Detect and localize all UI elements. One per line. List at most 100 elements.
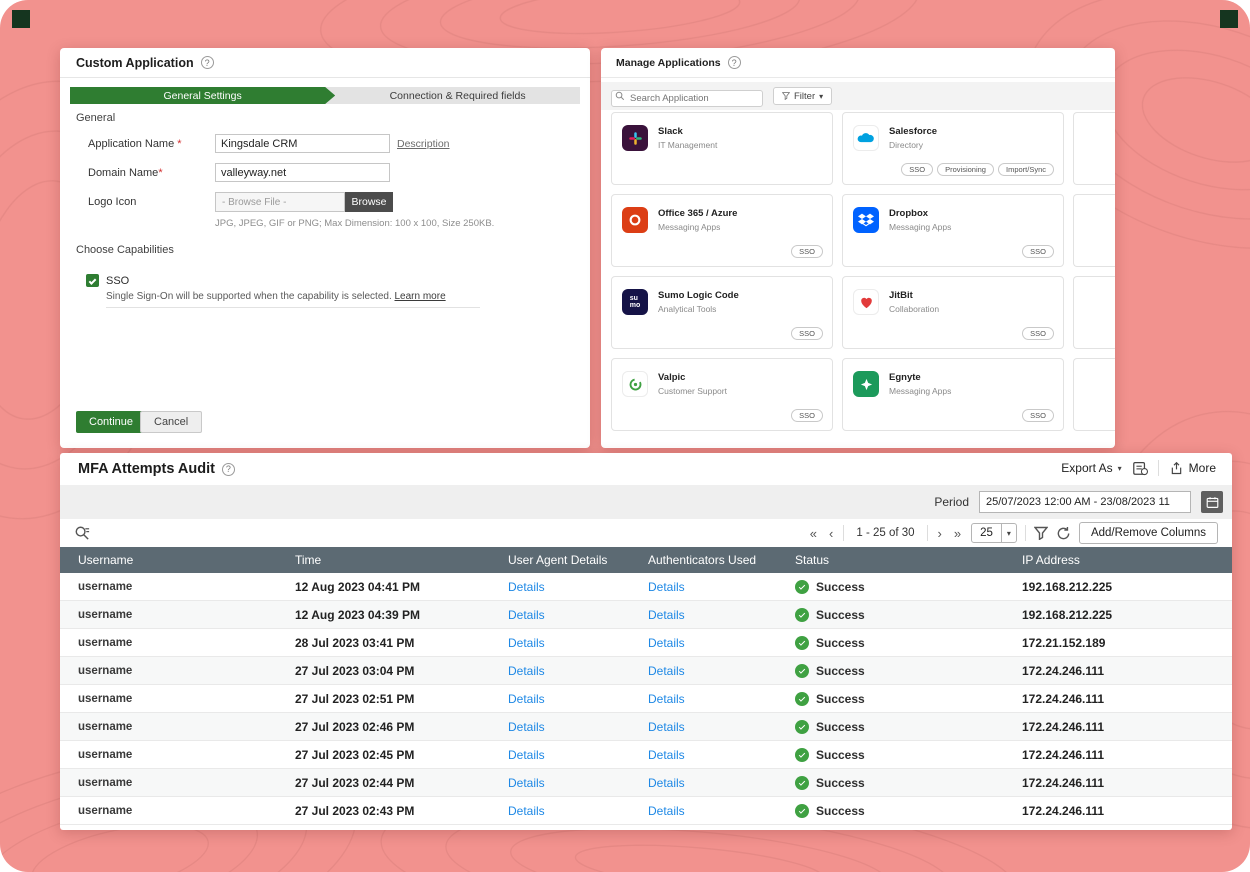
ip-cell: 172.24.246.111 xyxy=(1022,747,1105,762)
ip-cell: 172.24.246.111 xyxy=(1022,691,1105,706)
period-bar: Period xyxy=(60,485,1232,519)
continue-button[interactable]: Continue xyxy=(76,411,147,433)
tab-general-settings[interactable]: General Settings xyxy=(70,87,335,104)
divider xyxy=(1157,460,1159,476)
app-card-egnyte[interactable]: Egnyte Messaging Apps SSO xyxy=(842,358,1064,431)
col-user-agent[interactable]: User Agent Details xyxy=(508,553,608,567)
col-time[interactable]: Time xyxy=(295,553,322,567)
prev-page-icon[interactable]: ‹ xyxy=(829,525,834,541)
app-card-salesforce[interactable]: Salesforce Directory SSO Provisioning Im… xyxy=(842,112,1064,185)
app-card-slack[interactable]: Slack IT Management xyxy=(611,112,833,185)
authenticators-details-link[interactable]: Details xyxy=(648,663,685,678)
app-card-dropbox[interactable]: Dropbox Messaging Apps SSO xyxy=(842,194,1064,267)
user-agent-details-link[interactable]: Details xyxy=(508,719,545,734)
app-name: Slack xyxy=(658,126,683,137)
capability-badge: SSO xyxy=(1022,245,1054,258)
app-card-jitbit[interactable]: JitBit Collaboration SSO xyxy=(842,276,1064,349)
authenticators-details-link[interactable]: Details xyxy=(648,775,685,790)
col-username[interactable]: Username xyxy=(78,553,134,567)
time-cell: 27 Jul 2023 02:44 PM xyxy=(295,775,415,790)
learn-more-link[interactable]: Learn more xyxy=(394,291,446,302)
col-ip[interactable]: IP Address xyxy=(1022,553,1080,567)
app-card-office365[interactable]: Office 365 / Azure Messaging Apps SSO xyxy=(611,194,833,267)
divider xyxy=(1024,525,1026,541)
table-row: username 28 Jul 2023 03:41 PM Details De… xyxy=(60,629,1232,657)
app-card-sumologic[interactable]: su mo Sumo Logic Code Analytical Tools S… xyxy=(611,276,833,349)
table-row: username 27 Jul 2023 02:51 PM Details De… xyxy=(60,685,1232,713)
filter-button[interactable]: Filter ▾ xyxy=(773,87,833,105)
more-button[interactable]: More xyxy=(1169,461,1216,476)
domain-name-field[interactable] xyxy=(215,163,390,182)
user-agent-details-link[interactable]: Details xyxy=(508,635,545,650)
user-agent-details-link[interactable]: Details xyxy=(508,691,545,706)
capability-badges: SSO Provisioning Import/Sync xyxy=(901,163,1054,176)
authenticators-details-link[interactable]: Details xyxy=(648,607,685,622)
authenticators-details-link[interactable]: Details xyxy=(648,691,685,706)
divider xyxy=(926,525,928,541)
chevron-down-icon: ▾ xyxy=(1000,524,1016,542)
chevron-down-icon: ▾ xyxy=(1117,463,1122,473)
divider xyxy=(106,307,480,308)
time-cell: 27 Jul 2023 02:51 PM xyxy=(295,691,415,706)
table-header: Username Time User Agent Details Authent… xyxy=(60,547,1232,573)
time-cell: 27 Jul 2023 03:04 PM xyxy=(295,663,415,678)
table-row: username 27 Jul 2023 02:46 PM Details De… xyxy=(60,713,1232,741)
column-search-icon[interactable] xyxy=(74,525,91,542)
scheduled-report-icon[interactable] xyxy=(1132,460,1148,476)
jitbit-icon xyxy=(853,289,879,315)
dropbox-icon xyxy=(853,207,879,233)
check-icon xyxy=(88,276,97,285)
app-name: Sumo Logic Code xyxy=(658,290,739,301)
add-remove-columns-button[interactable]: Add/Remove Columns xyxy=(1078,522,1218,544)
search-input[interactable] xyxy=(611,89,763,107)
user-agent-details-link[interactable]: Details xyxy=(508,663,545,678)
user-agent-details-link[interactable]: Details xyxy=(508,607,545,622)
capability-badges: SSO xyxy=(1022,245,1054,258)
export-as-button[interactable]: Export As ▾ xyxy=(1061,461,1122,475)
refresh-icon[interactable] xyxy=(1056,526,1071,541)
user-agent-details-link[interactable]: Details xyxy=(508,747,545,762)
authenticators-details-link[interactable]: Details xyxy=(648,803,685,818)
help-icon[interactable]: ? xyxy=(727,56,741,69)
period-range-input[interactable] xyxy=(979,491,1191,513)
col-authenticators[interactable]: Authenticators Used xyxy=(648,553,757,567)
sso-checkbox[interactable] xyxy=(86,274,99,287)
app-name: Dropbox xyxy=(889,208,929,219)
apps-toolbar: Filter ▾ xyxy=(601,82,1115,110)
app-card-valpic[interactable]: Valpic Customer Support SSO xyxy=(611,358,833,431)
user-agent-details-link[interactable]: Details xyxy=(508,775,545,790)
pagination-controls: « ‹ 1 - 25 of 30 › » 25 ▾ xyxy=(808,522,1218,544)
browse-file-field[interactable]: - Browse File - xyxy=(215,192,345,212)
panel-header: MFA Attempts Audit ? xyxy=(60,453,1232,485)
table-row: username 12 Aug 2023 04:41 PM Details De… xyxy=(60,573,1232,601)
help-icon[interactable]: ? xyxy=(200,56,214,69)
page-size-select[interactable]: 25 ▾ xyxy=(971,523,1017,543)
valpic-icon xyxy=(622,371,648,397)
browse-button[interactable]: Browse xyxy=(345,192,393,212)
calendar-button[interactable] xyxy=(1201,491,1223,513)
cancel-button[interactable]: Cancel xyxy=(140,411,203,433)
authenticators-details-link[interactable]: Details xyxy=(648,719,685,734)
capabilities-section-label: Choose Capabilities xyxy=(76,244,174,256)
time-cell: 28 Jul 2023 03:41 PM xyxy=(295,635,415,650)
capability-badge: SSO xyxy=(1022,409,1054,422)
description-link[interactable]: Description xyxy=(397,138,450,150)
help-icon[interactable]: ? xyxy=(221,462,235,476)
authenticators-details-link[interactable]: Details xyxy=(648,579,685,594)
application-name-field[interactable] xyxy=(215,134,390,153)
authenticators-details-link[interactable]: Details xyxy=(648,747,685,762)
tab-connection-required-fields[interactable]: Connection & Required fields xyxy=(389,89,526,102)
success-check-icon xyxy=(795,607,809,622)
next-page-icon[interactable]: › xyxy=(937,525,942,541)
status-badge: Success xyxy=(795,579,1004,594)
authenticators-details-link[interactable]: Details xyxy=(648,635,685,650)
user-agent-details-link[interactable]: Details xyxy=(508,803,545,818)
first-page-icon[interactable]: « xyxy=(809,525,818,541)
status-badge: Success xyxy=(795,747,1004,762)
col-status[interactable]: Status xyxy=(795,553,830,567)
user-agent-details-link[interactable]: Details xyxy=(508,579,545,594)
username-cell: username xyxy=(78,608,133,621)
filter-icon[interactable] xyxy=(1033,526,1048,540)
page-title: MFA Attempts Audit xyxy=(78,461,215,477)
last-page-icon[interactable]: » xyxy=(953,525,962,541)
